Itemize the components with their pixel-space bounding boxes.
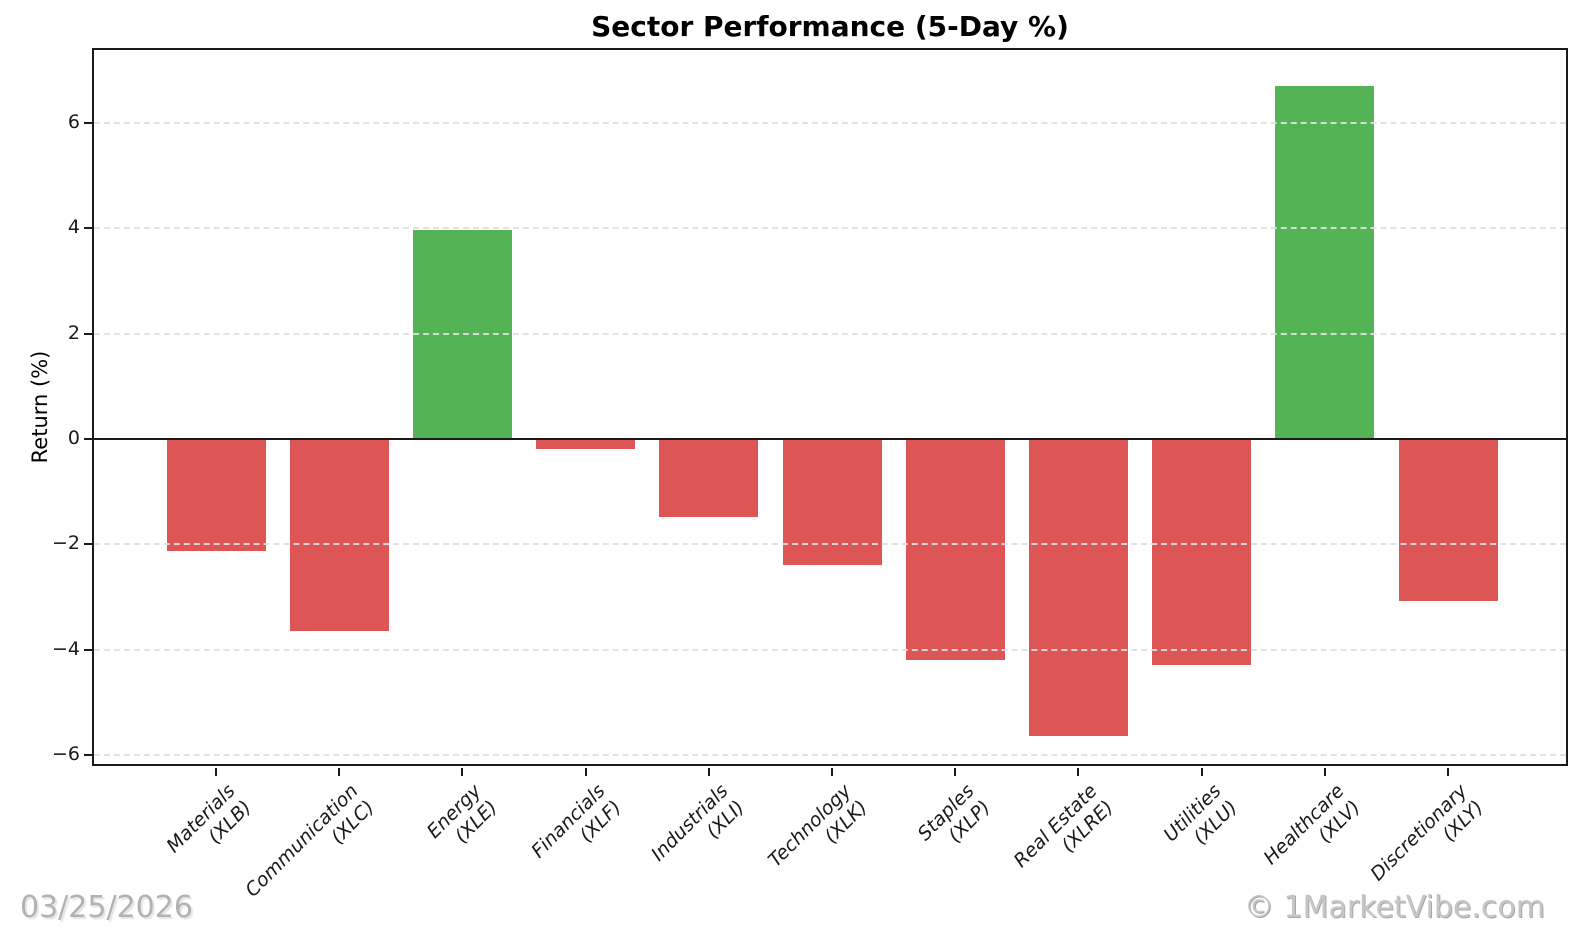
- x-tick-label-xlb: Materials (XLB): [162, 780, 256, 858]
- x-tick: [461, 768, 464, 776]
- x-tick: [1200, 768, 1203, 776]
- y-tick-label: 0: [67, 427, 80, 450]
- y-tick: [84, 438, 92, 441]
- x-tick-label-xly: Discretionary (XLY): [1366, 780, 1488, 886]
- y-tick: [84, 227, 92, 230]
- x-tick: [1077, 768, 1080, 776]
- bar-staples: [905, 439, 1005, 661]
- y-tick-label: 4: [67, 216, 80, 239]
- x-tick: [215, 768, 217, 776]
- x-tick-label-xle: Energy (XLE): [423, 780, 503, 848]
- x-tick: [954, 768, 957, 776]
- bar-real-estate: [1028, 439, 1128, 737]
- x-tick-label-xlf: Financials (XLF): [526, 780, 626, 863]
- gridline-y-6: [94, 754, 1566, 757]
- bar-financials: [536, 439, 636, 449]
- bar-technology: [782, 439, 882, 566]
- x-tick-label-xlc: Communication (XLC): [241, 780, 380, 902]
- x-tick: [1447, 768, 1449, 776]
- y-tick: [84, 121, 92, 124]
- y-tick: [84, 648, 92, 651]
- x-tick-label-xlu: Utilities (XLU): [1159, 780, 1242, 849]
- gridline-y4: [94, 227, 1566, 230]
- y-tick-label: −6: [51, 743, 80, 766]
- x-tick-label-xlk: Technology (XLK): [764, 780, 872, 872]
- chart-title: Sector Performance (5-Day %): [591, 10, 1069, 43]
- gridline-y2: [94, 332, 1566, 335]
- x-tick: [338, 768, 341, 776]
- y-tick-label: 6: [67, 110, 80, 133]
- x-tick: [584, 768, 587, 776]
- x-tick-label-xli: Industrials (XLI): [646, 780, 749, 866]
- watermark-brand: © 1MarketVibe.com: [1243, 890, 1545, 925]
- bar-utilities: [1152, 439, 1252, 665]
- x-tick-label-xlre: Real Estate (XLRE): [1010, 780, 1119, 872]
- x-tick-label-xlp: Staples (XLP): [913, 780, 996, 848]
- gridline-y-2: [94, 543, 1566, 546]
- y-tick: [84, 332, 92, 335]
- y-tick-label: −2: [51, 532, 80, 555]
- x-tick-label-xlv: Healthcare (XLV): [1259, 780, 1365, 870]
- gridline-y6: [94, 121, 1566, 124]
- bar-discretionary: [1398, 439, 1498, 601]
- y-tick: [84, 754, 92, 757]
- bar-materials: [166, 439, 266, 552]
- plot-area: −6 −4 −2 0 2 4 6 Materials (XLB) Communication (XL…: [52, 48, 1568, 901]
- bar-healthcare: [1275, 85, 1375, 440]
- bar-communication: [289, 439, 389, 631]
- zero-line: [94, 438, 1566, 441]
- y-tick-label: −4: [51, 637, 80, 660]
- bar-energy: [412, 230, 512, 440]
- y-tick-label: 2: [67, 321, 80, 344]
- x-tick: [831, 768, 833, 776]
- x-tick: [1323, 768, 1326, 776]
- y-tick: [84, 543, 92, 546]
- bar-industrials: [659, 439, 759, 517]
- x-tick: [707, 768, 710, 776]
- gridline-y-4: [94, 648, 1566, 651]
- watermark-date: 03/25/2026: [20, 890, 193, 925]
